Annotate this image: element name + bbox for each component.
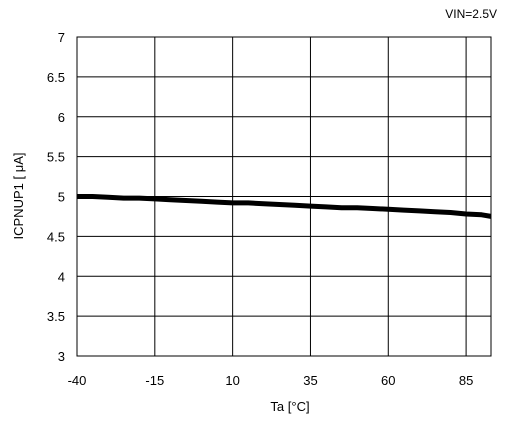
x-tick-label: 35	[303, 373, 317, 388]
x-tick-label: 60	[381, 373, 395, 388]
y-tick-label: 3.5	[47, 309, 65, 324]
x-axis-title: Ta [°C]	[270, 399, 309, 414]
y-tick-label: 7	[58, 30, 65, 45]
y-tick-label: 4	[58, 269, 65, 284]
plot-frame	[76, 36, 492, 357]
condition-annotation: VIN=2.5V	[445, 7, 497, 21]
y-tick-label: 4.5	[47, 229, 65, 244]
x-tick-label: 85	[459, 373, 473, 388]
y-tick-label: 6.5	[47, 70, 65, 85]
y-tick-label: 3	[58, 349, 65, 364]
grid	[76, 36, 491, 357]
y-tick-label: 5.5	[47, 150, 65, 165]
x-tick-label: 10	[225, 373, 239, 388]
series-line-0	[77, 194, 492, 219]
series-layer	[77, 194, 492, 219]
x-tick-labels: -40 -15 10 35 60 85	[68, 373, 474, 388]
x-tick-label: -40	[68, 373, 87, 388]
y-axis-title: ICPNUP1 [ μA]	[11, 153, 26, 240]
y-tick-label: 6	[58, 110, 65, 125]
x-tick-label: -15	[145, 373, 164, 388]
y-tick-labels: 3 3.5 4 4.5 5 5.5 6 6.5 7	[47, 30, 65, 364]
y-tick-label: 5	[58, 190, 65, 205]
